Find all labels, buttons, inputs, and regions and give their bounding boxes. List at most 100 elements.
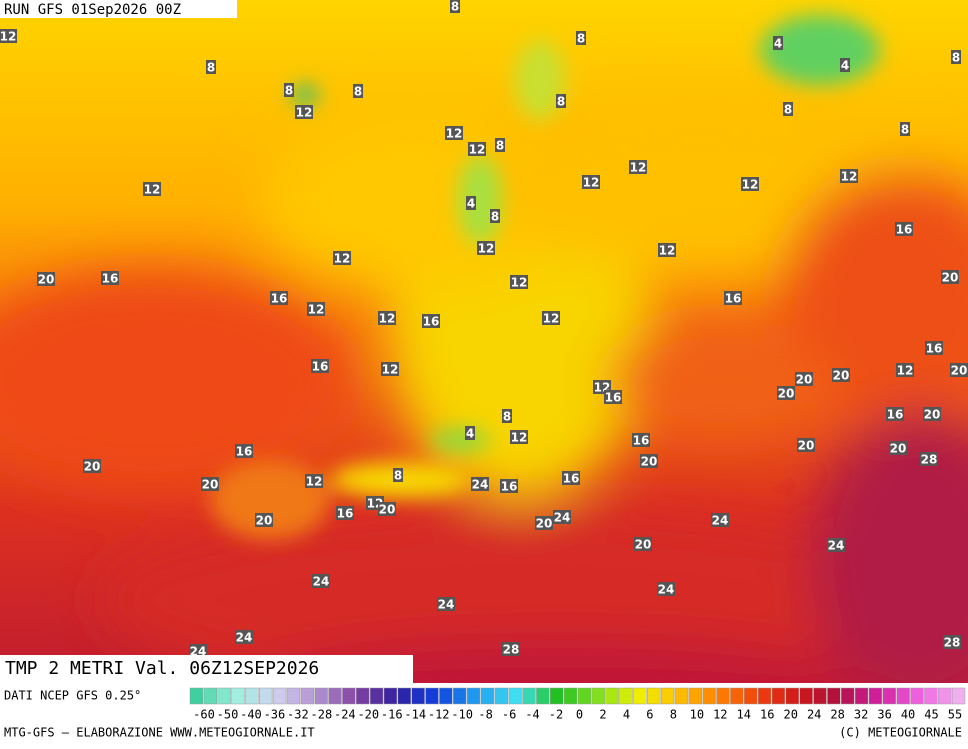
temperature-label: 12 bbox=[511, 431, 528, 445]
label-box bbox=[777, 386, 795, 400]
scale-label: -36 bbox=[264, 708, 286, 722]
scale-label: 0 bbox=[576, 708, 583, 722]
scale-swatch bbox=[785, 687, 799, 705]
scale-swatch bbox=[730, 687, 744, 705]
temperature-label: 4 bbox=[467, 197, 475, 211]
temperature-label: 12 bbox=[306, 475, 323, 489]
scale-swatch bbox=[716, 687, 730, 705]
temperature-label: 12 bbox=[334, 252, 351, 266]
scale-swatch bbox=[951, 687, 966, 705]
temperature-label: 20 bbox=[796, 373, 813, 387]
temperature-label: 8 bbox=[577, 32, 585, 46]
label-box bbox=[658, 243, 676, 257]
label-box bbox=[634, 537, 652, 551]
label-box bbox=[490, 209, 500, 223]
temperature-label: 16 bbox=[887, 408, 904, 422]
label-box bbox=[312, 574, 330, 588]
label-box bbox=[556, 94, 566, 108]
temperature-label: 12 bbox=[511, 276, 528, 290]
scale-label: 6 bbox=[646, 708, 653, 722]
label-box bbox=[950, 363, 968, 377]
scale-swatch bbox=[882, 687, 896, 705]
scale-swatch bbox=[924, 687, 938, 705]
temperature-label: 16 bbox=[271, 292, 288, 306]
label-box bbox=[886, 407, 904, 421]
temperature-label: 8 bbox=[496, 139, 504, 153]
label-box bbox=[576, 31, 586, 45]
temperature-label: 16 bbox=[633, 434, 650, 448]
temperature-label: 20 bbox=[38, 273, 55, 287]
scale-label: -50 bbox=[217, 708, 239, 722]
temperature-label: 16 bbox=[501, 480, 518, 494]
temperature-label: 28 bbox=[503, 643, 520, 657]
label-box bbox=[832, 368, 850, 382]
scale-label: 32 bbox=[854, 708, 868, 722]
label-box bbox=[783, 102, 793, 116]
scale-label: 28 bbox=[830, 708, 844, 722]
label-box bbox=[604, 390, 622, 404]
label-box bbox=[582, 175, 600, 189]
scale-swatch bbox=[633, 687, 647, 705]
scale-label: -4 bbox=[525, 708, 539, 722]
temperature-label: 12 bbox=[308, 303, 325, 317]
run-box bbox=[0, 0, 237, 18]
temperature-label: 8 bbox=[557, 95, 565, 109]
label-box bbox=[393, 468, 403, 482]
scale-swatch bbox=[453, 687, 467, 705]
scale-label: -6 bbox=[502, 708, 516, 722]
label-box bbox=[378, 502, 396, 516]
scale-swatch bbox=[203, 687, 217, 705]
label-box bbox=[255, 513, 273, 527]
scale-swatch bbox=[896, 687, 910, 705]
label-box bbox=[437, 597, 455, 611]
scale-label: 45 bbox=[924, 708, 938, 722]
scale-swatch bbox=[536, 687, 550, 705]
scale-swatch bbox=[605, 687, 619, 705]
temperature-label: 12 bbox=[0, 30, 16, 44]
temperature-label: 12 bbox=[742, 178, 759, 192]
temperature-label: 20 bbox=[924, 408, 941, 422]
temperature-label: 12 bbox=[478, 242, 495, 256]
label-box bbox=[477, 241, 495, 255]
scale-swatch bbox=[425, 687, 439, 705]
scale-swatch bbox=[314, 687, 328, 705]
scale-swatch bbox=[771, 687, 786, 705]
scale-swatch bbox=[799, 687, 813, 705]
label-box bbox=[235, 444, 253, 458]
scale-label: 16 bbox=[760, 708, 774, 722]
temperature-label: 24 bbox=[472, 478, 489, 492]
scale-swatch bbox=[910, 687, 924, 705]
temperature-label: 8 bbox=[491, 210, 499, 224]
scale-label: 40 bbox=[901, 708, 915, 722]
temperature-label: 24 bbox=[712, 514, 729, 528]
label-box bbox=[83, 459, 101, 473]
temperature-label: 8 bbox=[952, 51, 960, 65]
temperature-label: 16 bbox=[605, 391, 622, 405]
scale-swatch bbox=[647, 687, 661, 705]
scale-label: -28 bbox=[311, 708, 333, 722]
temperature-label: 8 bbox=[285, 84, 293, 98]
label-box bbox=[270, 291, 288, 305]
scale-swatch bbox=[591, 687, 605, 705]
label-box bbox=[840, 58, 850, 72]
label-box bbox=[284, 83, 294, 97]
temperature-field bbox=[0, 0, 968, 683]
temperature-label: 24 bbox=[554, 511, 571, 525]
temperature-label: 28 bbox=[921, 453, 938, 467]
scale-swatch bbox=[300, 687, 314, 705]
temperature-label: 24 bbox=[313, 575, 330, 589]
scale-swatch bbox=[938, 687, 952, 705]
scale-swatch bbox=[841, 687, 855, 705]
scale-swatch bbox=[550, 687, 564, 705]
label-box bbox=[101, 271, 119, 285]
temperature-label: 8 bbox=[901, 123, 909, 137]
temperature-label: 20 bbox=[833, 369, 850, 383]
scale-swatch bbox=[328, 687, 342, 705]
label-box bbox=[235, 630, 253, 644]
label-box bbox=[657, 582, 675, 596]
scale-swatch bbox=[397, 687, 411, 705]
scale-label: 2 bbox=[599, 708, 606, 722]
temperature-label: 24 bbox=[236, 631, 253, 645]
